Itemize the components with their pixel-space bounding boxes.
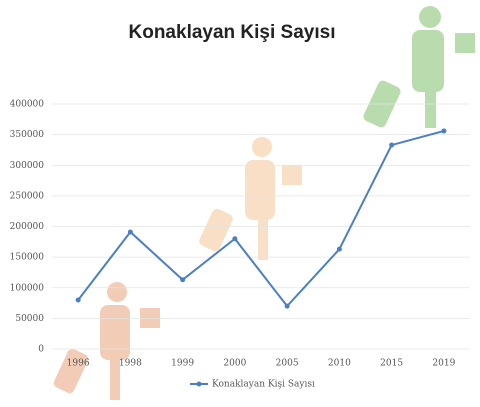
y-tick-label: 200000 [10, 222, 45, 232]
x-tick-label: 2005 [276, 359, 299, 369]
data-point [441, 128, 446, 133]
x-tick-label: 1996 [67, 359, 90, 369]
x-tick-label: 2015 [380, 359, 403, 369]
y-tick-label: 350000 [10, 130, 45, 140]
data-point [180, 277, 185, 282]
data-point [285, 304, 290, 309]
y-tick-label: 150000 [10, 253, 45, 263]
y-tick-label: 300000 [10, 161, 45, 171]
data-point [128, 230, 133, 235]
x-tick-label: 1999 [171, 359, 194, 369]
decoration [52, 6, 475, 400]
data-point [232, 236, 237, 241]
y-tick-label: 400000 [10, 100, 45, 110]
y-tick-label: 100000 [10, 283, 45, 293]
data-point [389, 143, 394, 148]
x-tick-label: 2019 [432, 359, 455, 369]
chart: Konaklayan Kişi Sayısı 0 50000 100000 15000… [0, 0, 480, 407]
chart-title: Konaklayan Kişi Sayısı [129, 22, 336, 43]
y-tick-label: 250000 [10, 191, 45, 201]
y-tick-label: 0 [38, 345, 44, 355]
x-tick-label: 1998 [119, 359, 142, 369]
legend-marker [197, 382, 202, 387]
y-tick-label: 50000 [15, 314, 44, 324]
data-point [76, 298, 81, 303]
legend-label: Konaklayan Kişi Sayısı [212, 380, 315, 390]
data-point [337, 247, 342, 252]
x-tick-label: 2010 [328, 359, 351, 369]
x-tick-label: 2000 [223, 359, 246, 369]
